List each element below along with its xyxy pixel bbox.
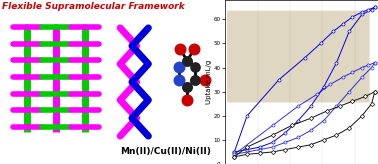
Y-axis label: Uptake mL/g: Uptake mL/g: [206, 60, 212, 104]
Text: Flexible Supramolecular Framework: Flexible Supramolecular Framework: [2, 2, 185, 11]
Text: Mn(II)/Cu(II)/Ni(II): Mn(II)/Cu(II)/Ni(II): [121, 147, 211, 156]
FancyBboxPatch shape: [227, 11, 370, 102]
